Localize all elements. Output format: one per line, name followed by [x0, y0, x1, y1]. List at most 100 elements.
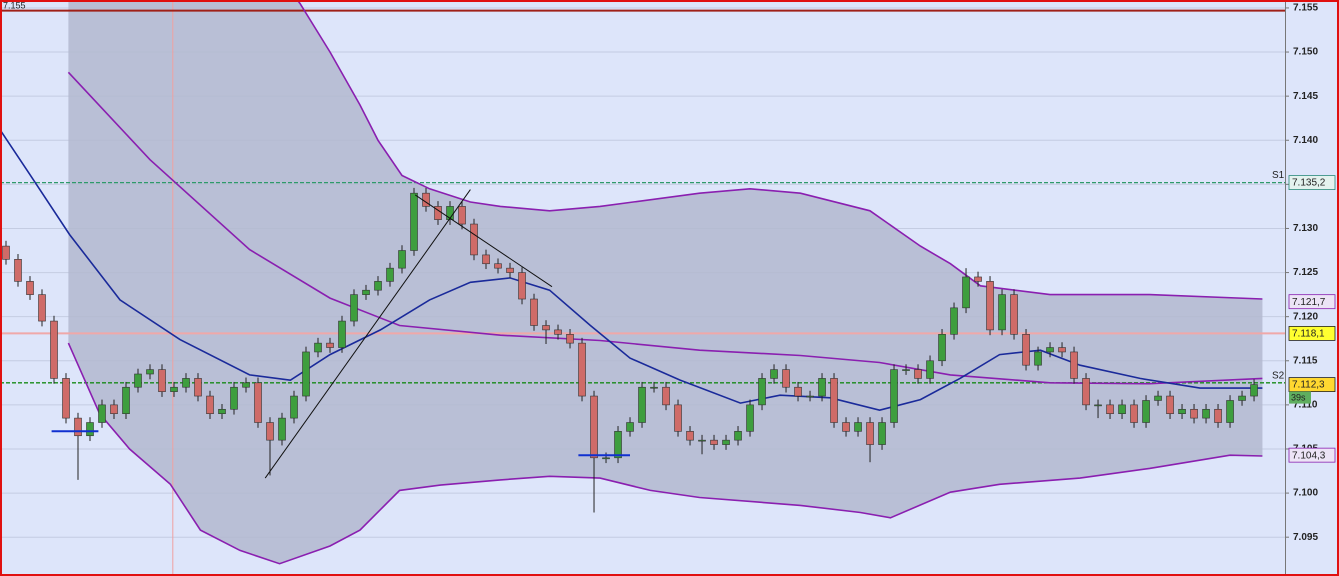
- candle-body: [974, 276, 982, 282]
- timer: 39s: [1291, 392, 1306, 402]
- candle-body: [290, 395, 298, 419]
- candle-body: [650, 386, 658, 389]
- candle-body: [1046, 347, 1054, 353]
- y-tick-label: 7.095: [1293, 532, 1318, 543]
- candle-body: [902, 369, 910, 371]
- candle-body: [134, 373, 142, 388]
- candle-body: [302, 351, 310, 397]
- candle-body: [1070, 351, 1078, 379]
- candle-body: [326, 342, 334, 348]
- y-tick-label: 7.115: [1293, 355, 1318, 366]
- candle-body: [1058, 347, 1066, 353]
- candle-body: [1010, 294, 1018, 335]
- candle-body: [338, 320, 346, 348]
- candle-body: [458, 206, 466, 225]
- candle-body: [1250, 384, 1258, 397]
- candle-body: [122, 386, 130, 414]
- price-tag: [1288, 447, 1336, 463]
- y-tick-label: 7.110: [1293, 400, 1318, 411]
- candle-body: [494, 263, 502, 269]
- candle-body: [278, 417, 286, 441]
- candle-body: [686, 431, 694, 441]
- candle-body: [938, 334, 946, 362]
- candle-body: [194, 378, 202, 397]
- candle-body: [590, 395, 598, 459]
- candle-body: [230, 386, 238, 410]
- candle-body: [554, 329, 562, 335]
- candle-body: [1130, 404, 1138, 423]
- candle-body: [698, 439, 706, 442]
- candle-body: [1238, 395, 1246, 401]
- candle-body: [1202, 408, 1210, 419]
- candle-body: [842, 422, 850, 432]
- price-tag-label: 7.135,2: [1292, 178, 1326, 189]
- price-tag-label: 7.112,3: [1292, 380, 1325, 391]
- y-tick-label: 7.155: [1293, 3, 1318, 14]
- level-label: S1: [1272, 170, 1285, 181]
- candle-body: [662, 386, 670, 406]
- candle-body: [758, 378, 766, 406]
- candle-body: [422, 192, 430, 207]
- y-axis: 7.0957.1007.1057.1107.1157.1207.1257.130…: [1285, 3, 1336, 543]
- candle-body: [1154, 395, 1162, 401]
- candle-body: [878, 422, 886, 445]
- candle-body: [854, 422, 862, 432]
- candle-body: [1034, 351, 1042, 366]
- price-tag: [1288, 175, 1336, 190]
- candle-body: [506, 267, 514, 273]
- candle-body: [830, 378, 838, 423]
- indicator-line: [296, 0, 1263, 300]
- candle-body: [410, 192, 418, 251]
- y-tick-label: 7.100: [1293, 488, 1318, 499]
- candle-body: [926, 360, 934, 379]
- candle-body: [386, 267, 394, 282]
- price-tag-label: 7.121,7: [1292, 297, 1326, 308]
- candle-body: [1214, 408, 1222, 423]
- plot-area: S1 S2: [0, 0, 1285, 576]
- candle-body: [782, 369, 790, 388]
- candle-body: [746, 404, 754, 432]
- indicator-line: [67, 71, 1263, 385]
- candle-body: [266, 422, 274, 441]
- candle-body: [998, 294, 1006, 331]
- trend-line: [414, 194, 553, 288]
- candle-body: [1082, 378, 1090, 406]
- candle-body: [314, 342, 322, 353]
- candle-body: [74, 417, 82, 437]
- candle-body: [182, 378, 190, 388]
- candle-body: [1190, 408, 1198, 419]
- trend-line: [264, 189, 471, 479]
- candle-body: [374, 281, 382, 291]
- candle-body: [578, 342, 586, 397]
- indicator-line: [0, 129, 1263, 412]
- candle-body: [482, 254, 490, 265]
- candle-body: [566, 334, 574, 344]
- y-tick-label: 7.130: [1293, 223, 1318, 234]
- band-fill: [68, 0, 1263, 564]
- candle-body: [26, 281, 34, 295]
- y-tick-label: 7.145: [1293, 91, 1318, 102]
- candle-body: [110, 404, 118, 414]
- indicator-line: [67, 342, 1263, 565]
- candle-body: [2, 245, 10, 260]
- candle-body: [530, 298, 538, 326]
- y-tick-label: 7.120: [1293, 311, 1318, 322]
- candle-body: [86, 422, 94, 437]
- price-tag: [1288, 294, 1336, 310]
- candle-body: [734, 431, 742, 441]
- level-label: S2: [1272, 370, 1285, 381]
- candle-body: [614, 431, 622, 459]
- candle-body: [866, 422, 874, 445]
- candle-body: [206, 395, 214, 414]
- candle-body: [1118, 404, 1126, 414]
- corner-label: 7.155: [3, 0, 26, 10]
- candle-body: [1142, 400, 1150, 423]
- candle-body: [950, 307, 958, 335]
- candle-body: [1178, 408, 1186, 414]
- candle-body: [362, 289, 370, 295]
- candle-body: [98, 404, 106, 423]
- candle-body: [1226, 400, 1234, 423]
- price-tag-label: 7.104,3: [1292, 450, 1326, 461]
